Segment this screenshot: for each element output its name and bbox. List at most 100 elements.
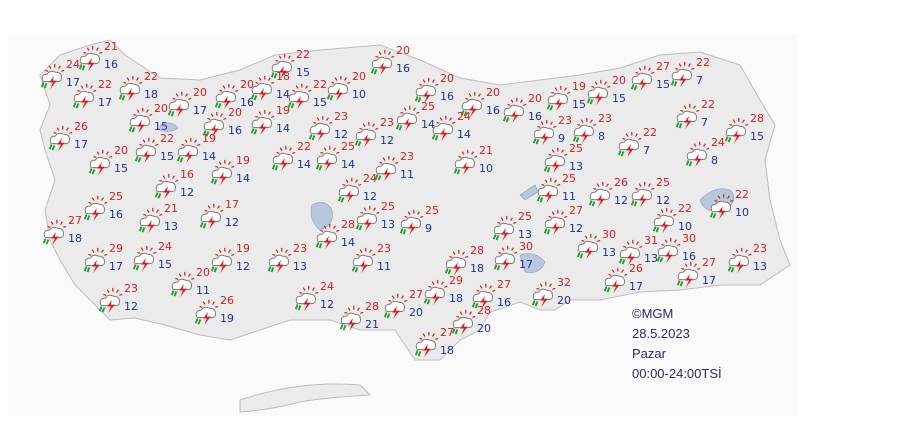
max-temp: 22	[160, 132, 174, 145]
max-temp: 19	[572, 80, 586, 93]
min-temp: 10	[479, 162, 493, 175]
max-temp: 24	[320, 280, 334, 293]
min-temp: 18	[449, 292, 463, 305]
max-temp: 17	[225, 198, 239, 211]
min-temp: 17	[519, 258, 533, 271]
min-temp: 12	[180, 186, 194, 199]
max-temp: 20	[154, 102, 168, 115]
min-temp: 19	[220, 312, 234, 325]
min-temp: 16	[228, 124, 242, 137]
max-temp: 27	[702, 256, 716, 269]
max-temp: 26	[629, 262, 643, 275]
day: Pazar	[632, 346, 667, 361]
max-temp: 23	[334, 110, 348, 123]
min-temp: 15	[313, 96, 327, 109]
max-temp: 26	[74, 120, 88, 133]
min-temp: 11	[196, 284, 210, 297]
min-temp: 12	[124, 300, 138, 313]
max-temp: 32	[557, 276, 571, 289]
max-temp: 23	[598, 112, 612, 125]
legend: ©MGM 28.5.2023 Pazar 00:00-24:00TSİ	[632, 306, 722, 381]
max-temp: 24	[363, 172, 377, 185]
station: 227	[675, 98, 715, 130]
min-temp: 16	[109, 208, 123, 221]
min-temp: 17	[74, 138, 88, 151]
min-temp: 13	[381, 218, 395, 231]
min-temp: 17	[629, 280, 643, 293]
min-temp: 14	[421, 118, 435, 131]
min-temp: 10	[678, 220, 692, 233]
min-temp: 9	[425, 222, 432, 235]
max-temp: 20	[228, 106, 242, 119]
min-temp: 12	[614, 194, 628, 207]
max-temp: 19	[202, 132, 216, 145]
station: 238	[572, 112, 612, 144]
min-temp: 17	[66, 76, 80, 89]
min-temp: 9	[558, 132, 565, 145]
station: 227	[617, 126, 657, 158]
max-temp: 20	[114, 144, 128, 157]
max-temp: 24	[457, 110, 471, 123]
max-temp: 20	[240, 78, 254, 91]
max-temp: 28	[750, 112, 764, 125]
max-temp: 25	[109, 190, 123, 203]
min-temp: 17	[109, 260, 123, 273]
min-temp: 11	[562, 190, 576, 203]
max-temp: 23	[400, 150, 414, 163]
min-temp: 15	[160, 150, 174, 163]
max-temp: 20	[352, 70, 366, 83]
min-temp: 18	[68, 232, 82, 245]
max-temp: 23	[293, 242, 307, 255]
max-temp: 20	[440, 72, 454, 85]
max-temp: 27	[569, 204, 583, 217]
turkey-outline	[39, 39, 791, 361]
min-temp: 13	[164, 220, 178, 233]
max-temp: 28	[365, 300, 379, 313]
min-temp: 16	[440, 90, 454, 103]
min-temp: 16	[682, 250, 696, 263]
max-temp: 20	[396, 44, 410, 57]
max-temp: 22	[678, 202, 692, 215]
max-temp: 20	[612, 74, 626, 87]
date: 28.5.2023	[632, 326, 690, 341]
max-temp: 22	[98, 78, 112, 91]
min-temp: 7	[643, 144, 650, 157]
station: 248	[685, 136, 725, 168]
min-temp: 14	[341, 236, 355, 249]
max-temp: 19	[236, 242, 250, 255]
